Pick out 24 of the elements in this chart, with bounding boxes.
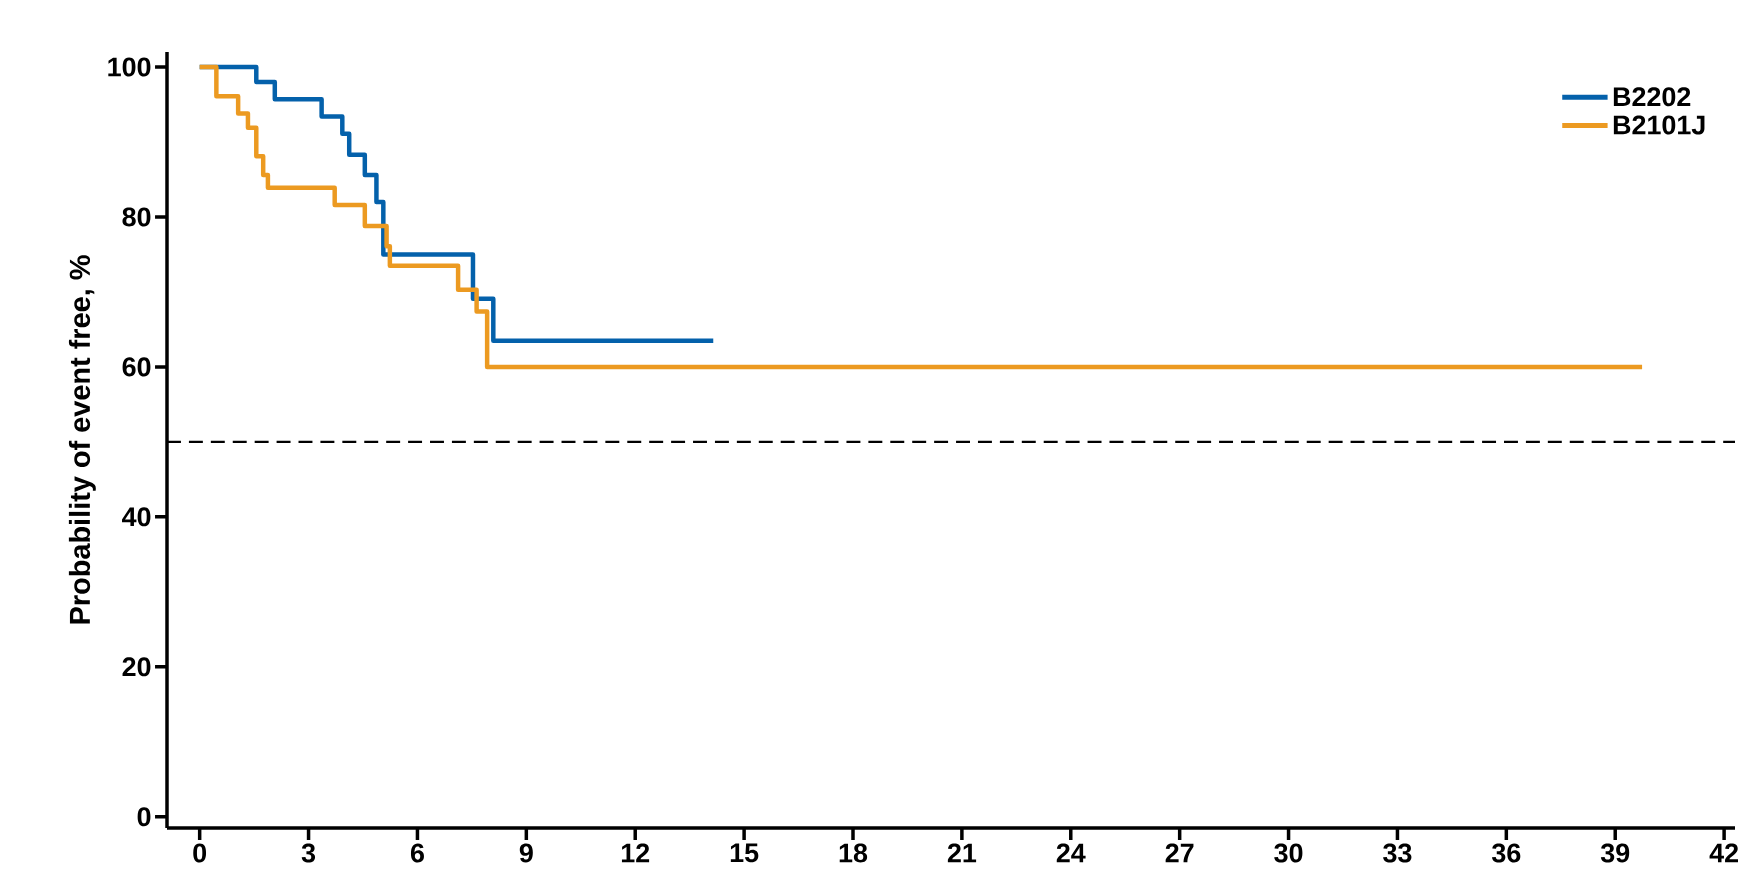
y-tick-label: 20 [122,657,151,677]
legend-label: B2202 [1613,87,1691,107]
x-tick-label: 24 [1056,843,1086,863]
x-tick-label: 18 [839,843,868,863]
y-tick-label: 100 [108,57,151,77]
y-axis-title: Probability of event free, % [68,255,96,624]
x-tick-label: 12 [621,843,650,863]
x-tick-label: 42 [1709,843,1738,863]
x-tick-label: 0 [193,843,207,863]
y-tick-label: 60 [122,357,151,377]
x-tick-label: 21 [947,843,977,863]
x-tick-label: 6 [410,843,424,863]
x-tick-label: 3 [301,843,316,863]
y-tick-label: 80 [122,207,151,227]
x-tick-label: 27 [1165,843,1194,863]
x-tick-label: 39 [1600,843,1630,863]
x-tick-label: 9 [519,843,533,863]
legend-label: B2101J [1613,115,1705,135]
x-tick-label: 15 [730,843,759,863]
x-tick-label: 30 [1274,843,1303,863]
y-tick-label: 40 [122,507,151,527]
x-tick-label: 36 [1492,843,1521,863]
y-tick-label: 0 [137,807,151,827]
x-tick-label: 33 [1383,843,1412,863]
